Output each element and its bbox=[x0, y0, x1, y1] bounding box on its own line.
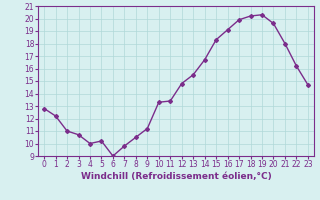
X-axis label: Windchill (Refroidissement éolien,°C): Windchill (Refroidissement éolien,°C) bbox=[81, 172, 271, 181]
